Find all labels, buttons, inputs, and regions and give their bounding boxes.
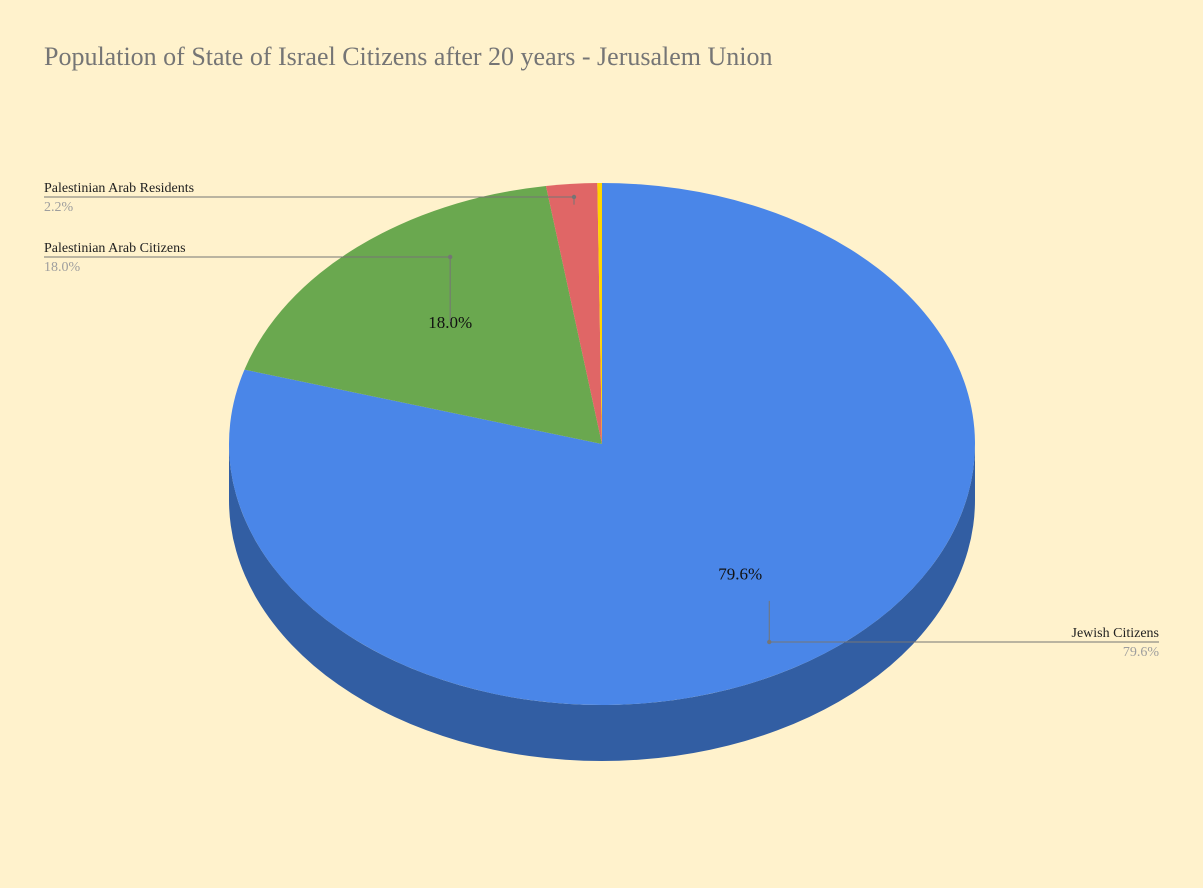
pie-side-jewish-citizens <box>229 444 975 761</box>
leader-dot-jewish-citizens <box>767 639 772 645</box>
data-label-jewish-citizens: 79.6% <box>718 565 762 584</box>
chart-title: Population of State of Israel Citizens a… <box>44 42 773 71</box>
pie-labels: 79.6% 18.0% Jewish Citizens 79.6% Palestinia… <box>44 181 1159 660</box>
callout-name-palestinian-arab-citizens: Palestinian Arab Citizens <box>44 241 186 256</box>
callout-name-palestinian-arab-residents: Palestinian Arab Residents <box>44 181 194 196</box>
data-label-palestinian-arab-citizens: 18.0% <box>428 313 472 332</box>
pie-slice-slice-4 <box>597 183 602 444</box>
leader-dot-palestinian-arab-residents <box>571 194 577 200</box>
pie-sides <box>229 444 975 761</box>
callout-value-palestinian-arab-residents: 2.2% <box>44 200 74 215</box>
callout-name-jewish-citizens: Jewish Citizens <box>1072 626 1160 641</box>
pie-slice-palestinian-arab-citizens <box>244 185 602 444</box>
callout-value-jewish-citizens: 79.6% <box>1123 645 1160 660</box>
leader-dot-palestinian-arab-citizens <box>447 254 453 260</box>
pie-slice-palestinian-arab-residents <box>545 183 602 444</box>
pie-slices <box>229 183 975 705</box>
callout-value-palestinian-arab-citizens: 18.0% <box>44 260 81 275</box>
